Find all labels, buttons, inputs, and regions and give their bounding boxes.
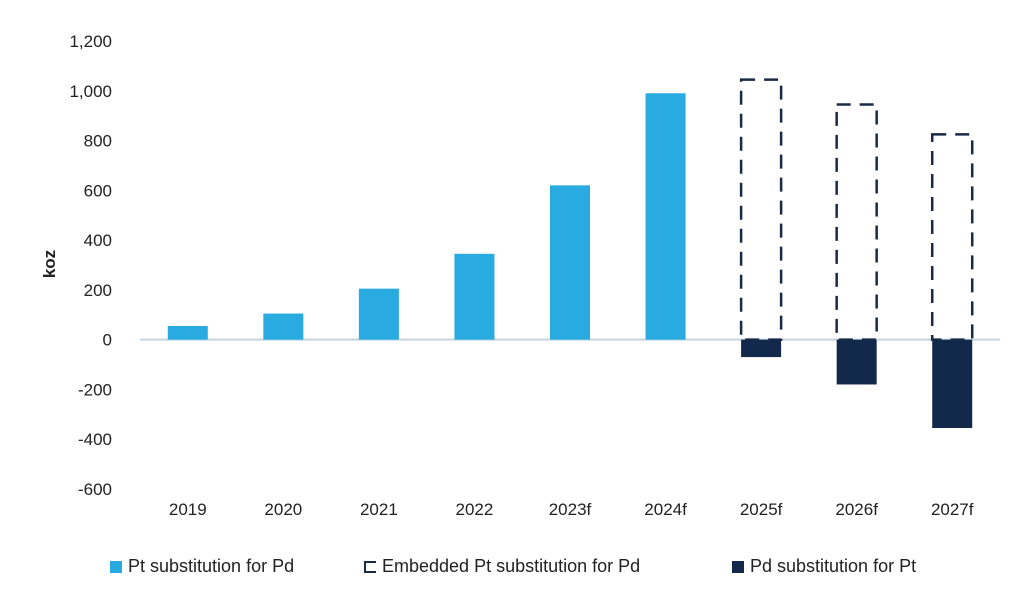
y-tick-label: -200 bbox=[78, 380, 112, 399]
bar-pt-substitution-for-pd-2023f bbox=[550, 185, 590, 340]
y-tick-label: 0 bbox=[103, 331, 112, 350]
y-tick-label: 800 bbox=[84, 132, 112, 151]
y-axis-label: koz bbox=[40, 250, 59, 278]
bar-pd-substitution-for-pt-2025f bbox=[741, 339, 782, 358]
legend-label: Pt substitution for Pd bbox=[128, 556, 295, 576]
bar-embedded-pt-substitution-for-pd-2027f bbox=[930, 133, 974, 341]
bar-pt-substitution-for-pd-2022 bbox=[454, 253, 495, 340]
bars bbox=[167, 78, 974, 429]
bar-pd-substitution-for-pt-2027f bbox=[932, 339, 973, 429]
bar-pt-substitution-for-pd-2024f bbox=[645, 93, 686, 340]
legend-item-pd-sub-pt: Pd substitution for Pt bbox=[732, 556, 916, 577]
y-tick-label: -400 bbox=[78, 430, 112, 449]
x-tick-label: 2027f bbox=[931, 500, 974, 519]
y-axis-ticks: 1,200 1,000 800 600 400 200 0 -200 -400 -600 bbox=[69, 32, 112, 499]
x-tick-label: 2024f bbox=[644, 500, 687, 519]
x-tick-label: 2022 bbox=[456, 500, 494, 519]
y-tick-label: 200 bbox=[84, 281, 112, 300]
x-tick-label: 2026f bbox=[835, 500, 878, 519]
bar-embedded-pt-substitution-for-pd-2026f bbox=[835, 103, 878, 341]
legend-item-embedded-pt-sub-pd: Embedded Pt substitution for Pd bbox=[364, 556, 640, 577]
x-tick-label: 2023f bbox=[549, 500, 592, 519]
legend-label: Embedded Pt substitution for Pd bbox=[382, 556, 641, 576]
legend-item-pt-sub-pd: Pt substitution for Pd bbox=[110, 556, 294, 577]
legend-swatch bbox=[364, 560, 376, 573]
y-tick-label: 400 bbox=[84, 231, 112, 250]
legend: Pt substitution for Pd Embedded Pt subst… bbox=[0, 556, 1031, 582]
x-tick-label: 2019 bbox=[169, 500, 207, 519]
x-tick-label: 2021 bbox=[360, 500, 398, 519]
bar-embedded-pt-substitution-for-pd-2025f bbox=[739, 78, 783, 341]
y-tick-label: 1,000 bbox=[69, 82, 112, 101]
y-tick-label: 1,200 bbox=[69, 32, 112, 51]
legend-swatch bbox=[110, 560, 122, 573]
bar-pt-substitution-for-pd-2020 bbox=[263, 313, 304, 340]
x-axis-ticks: 2019 2020 2021 2022 2023f 2024f 2025f 2026f 2027… bbox=[169, 500, 974, 519]
y-tick-label: -600 bbox=[78, 480, 112, 499]
legend-label: Pd substitution for Pt bbox=[750, 556, 917, 576]
x-tick-label: 2025f bbox=[740, 500, 783, 519]
bar-pt-substitution-for-pd-2021 bbox=[358, 288, 399, 340]
legend-swatch bbox=[732, 560, 744, 573]
bar-pt-substitution-for-pd-2019 bbox=[167, 325, 208, 340]
bar-pd-substitution-for-pt-2026f bbox=[836, 339, 877, 385]
x-tick-label: 2020 bbox=[264, 500, 302, 519]
y-tick-label: 600 bbox=[84, 181, 112, 200]
